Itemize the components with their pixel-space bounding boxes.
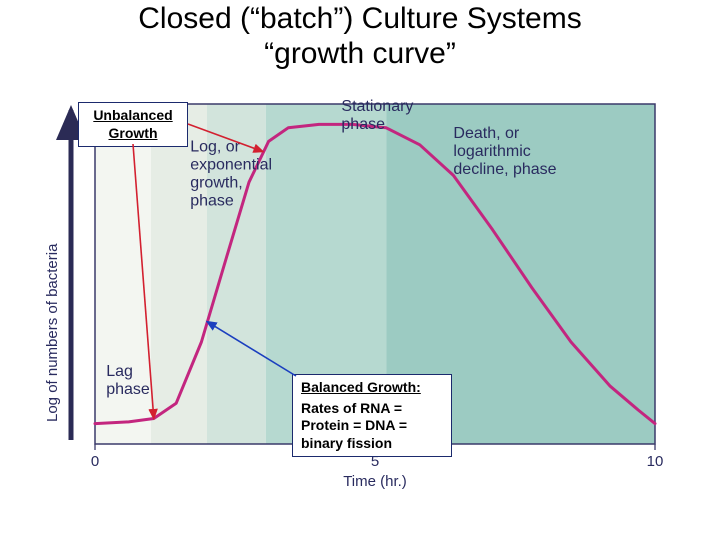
svg-text:10: 10 bbox=[647, 453, 664, 470]
balanced-body: Rates of RNA = Protein = DNA = binary fi… bbox=[301, 400, 443, 453]
svg-text:0: 0 bbox=[91, 453, 99, 470]
balanced-title: Balanced Growth: bbox=[301, 379, 443, 397]
unbalanced-title: Unbalanced bbox=[87, 107, 179, 125]
svg-text:Time (hr.): Time (hr.) bbox=[343, 473, 407, 490]
page-title: Closed (“batch”) Culture Systems “growth… bbox=[0, 2, 720, 71]
y-axis-label: Log of numbers of bacteria bbox=[44, 244, 61, 422]
balanced-growth-callout: Balanced Growth: Rates of RNA = Protein … bbox=[292, 374, 452, 457]
unbalanced-line2: Growth bbox=[87, 125, 179, 143]
unbalanced-growth-callout: Unbalanced Growth bbox=[78, 102, 188, 147]
title-line-2: “growth curve” bbox=[264, 37, 456, 70]
title-line-1: Closed (“batch”) Culture Systems bbox=[138, 2, 581, 35]
